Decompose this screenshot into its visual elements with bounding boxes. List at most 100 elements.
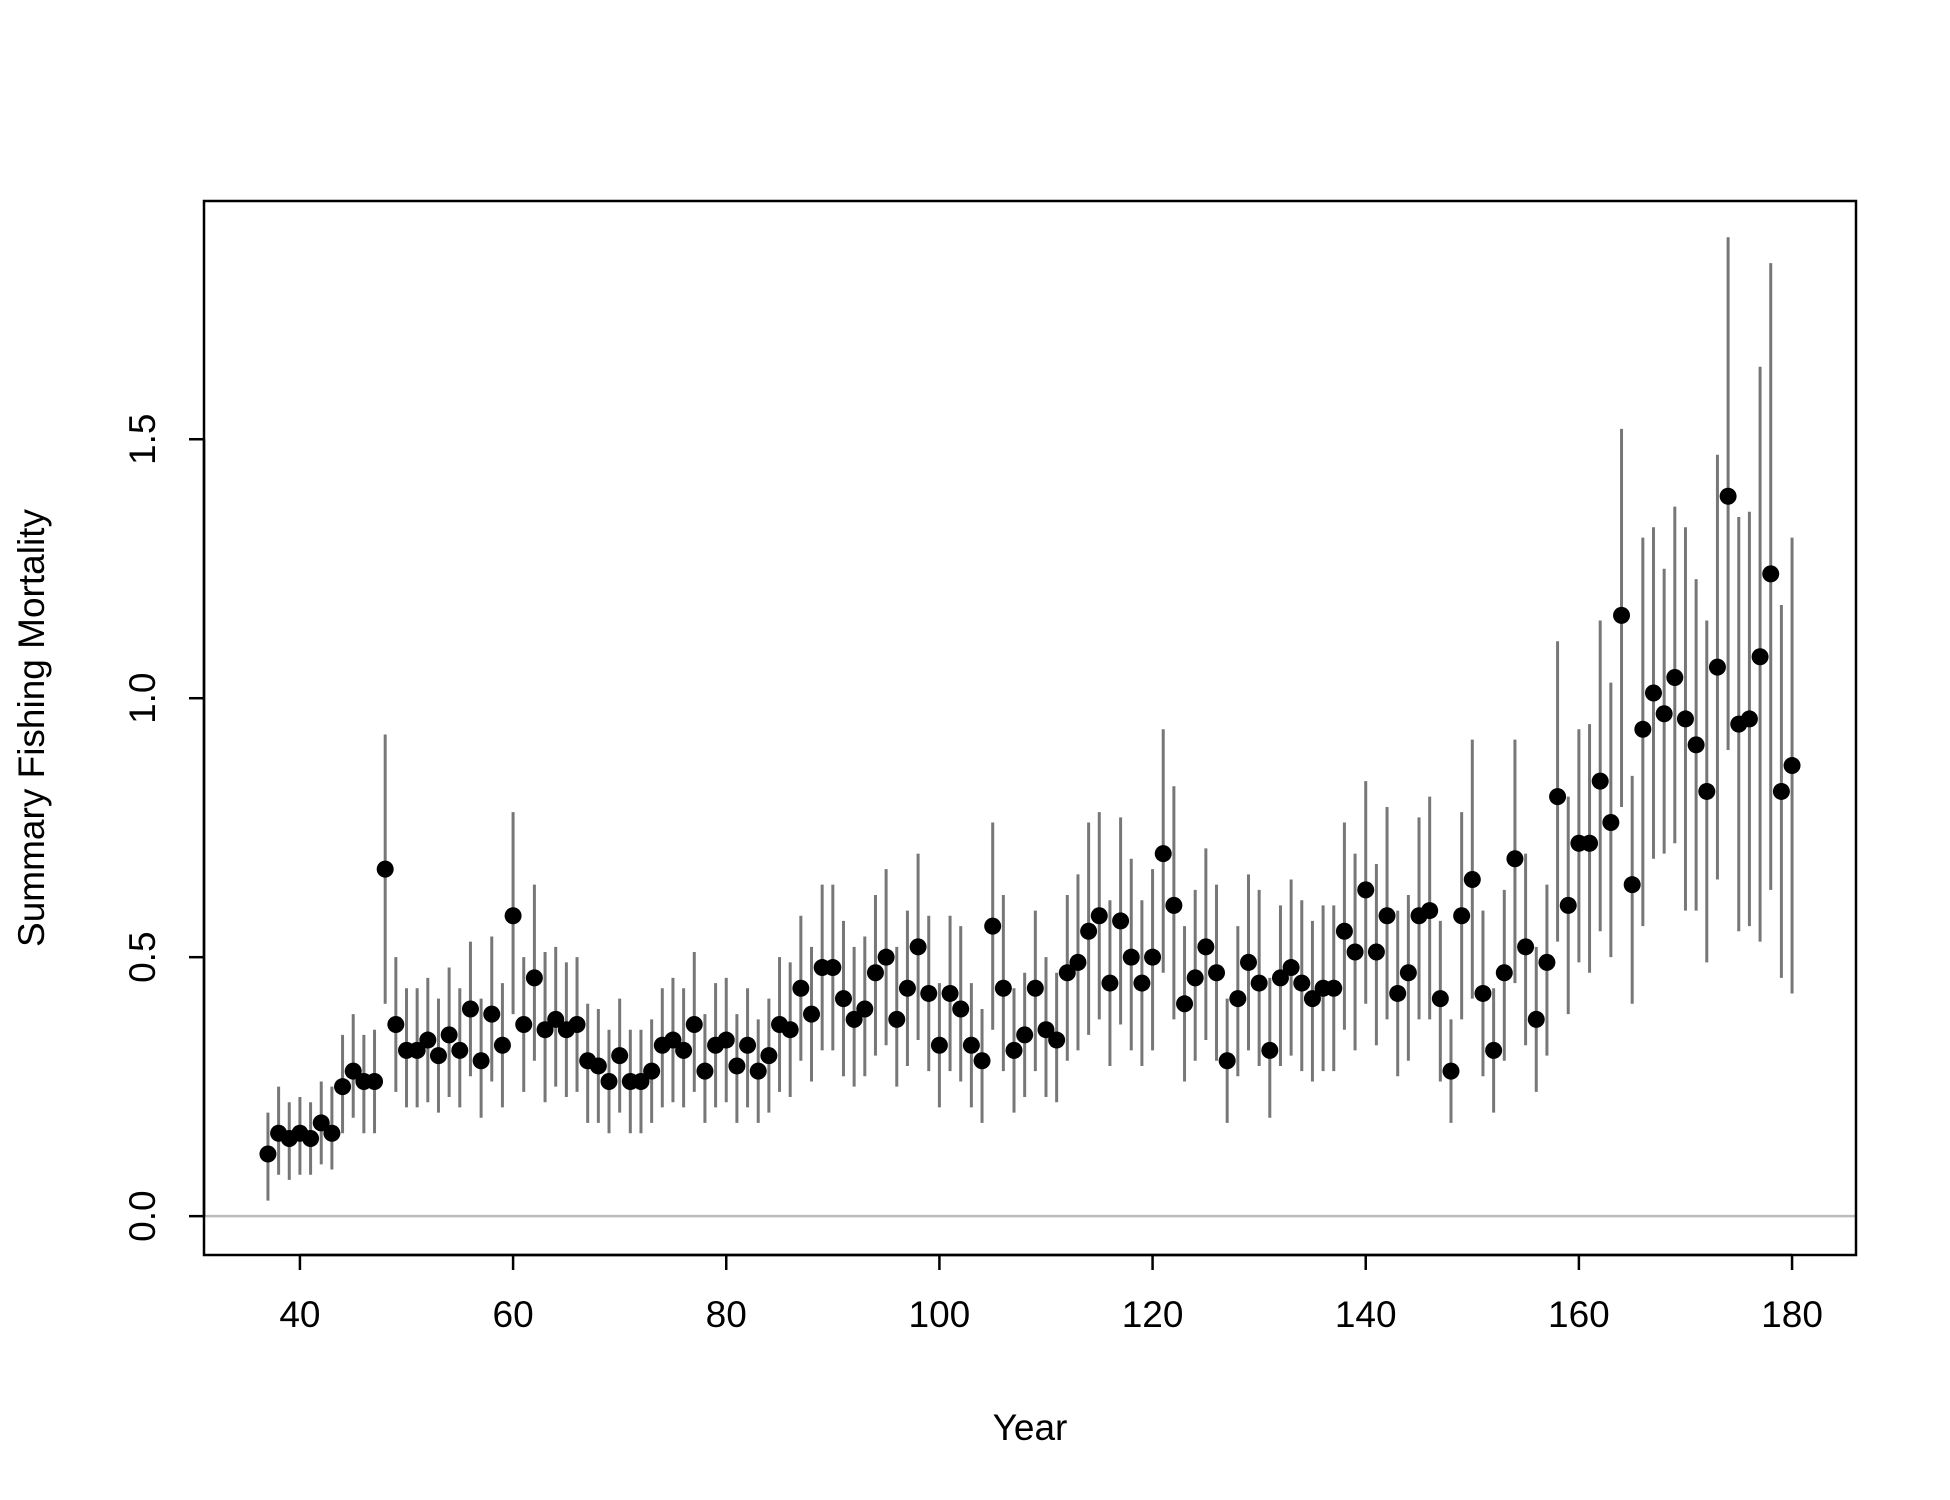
data-point (472, 1052, 490, 1070)
data-point (717, 1031, 735, 1049)
data-point (760, 1047, 778, 1065)
data-point (344, 1062, 362, 1080)
data-point (1122, 948, 1140, 966)
data-point (429, 1047, 447, 1065)
data-point (1613, 606, 1631, 624)
data-point (1133, 974, 1151, 992)
y-tick-label: 0.0 (122, 1190, 163, 1241)
data-point (1474, 984, 1492, 1002)
data-point (461, 1000, 479, 1018)
data-point (1016, 1026, 1034, 1044)
y-tick-label: 1.5 (122, 414, 163, 465)
data-point (504, 907, 522, 925)
data-point (1080, 922, 1098, 940)
data-point (589, 1057, 607, 1075)
data-point (1176, 995, 1194, 1013)
data-point (1378, 907, 1396, 925)
data-point (1037, 1021, 1055, 1039)
data-point (898, 979, 916, 997)
data-point (536, 1021, 554, 1039)
data-point (1090, 907, 1108, 925)
data-point (1303, 990, 1321, 1008)
data-point (973, 1052, 991, 1070)
data-point (387, 1016, 405, 1034)
x-tick-label: 140 (1335, 1294, 1397, 1335)
data-point (803, 1005, 821, 1023)
data-point (984, 917, 1002, 935)
data-point (824, 959, 842, 977)
data-point (1144, 948, 1162, 966)
y-tick-label: 0.5 (122, 931, 163, 982)
data-point (1634, 720, 1652, 738)
data-point (334, 1078, 352, 1096)
data-point (515, 1016, 533, 1034)
x-tick-label: 160 (1548, 1294, 1610, 1335)
data-point (1186, 969, 1204, 987)
data-point (1772, 782, 1790, 800)
data-point (1154, 845, 1172, 863)
x-tick-label: 180 (1761, 1294, 1823, 1335)
data-point (1218, 1052, 1236, 1070)
data-point (547, 1010, 565, 1028)
data-point (1495, 964, 1513, 982)
data-point (1676, 710, 1694, 728)
data-point (259, 1145, 277, 1163)
data-point (781, 1021, 799, 1039)
data-point (1325, 979, 1343, 997)
data-point (1271, 969, 1289, 987)
data-point (1005, 1041, 1023, 1059)
data-point (1026, 979, 1044, 997)
data-point (611, 1047, 629, 1065)
data-points (259, 487, 1801, 1163)
data-point (696, 1062, 714, 1080)
data-point (1367, 943, 1385, 961)
data-point (888, 1010, 906, 1028)
data-point (1250, 974, 1268, 992)
data-point (1517, 938, 1535, 956)
data-point (856, 1000, 874, 1018)
data-point (419, 1031, 437, 1049)
data-point (1335, 922, 1353, 940)
data-point (1389, 984, 1407, 1002)
data-point (483, 1005, 501, 1023)
data-point (1421, 902, 1439, 920)
y-axis: 0.0 0.5 1.0 1.5 (122, 414, 206, 1242)
y-axis-label: Summary Fishing Mortality (11, 509, 52, 947)
data-point (675, 1041, 693, 1059)
data-point (1708, 658, 1726, 676)
x-axis-label: Year (993, 1407, 1068, 1448)
data-point (1485, 1041, 1503, 1059)
data-point (1399, 964, 1417, 982)
data-point (834, 990, 852, 1008)
data-point (877, 948, 895, 966)
data-point (1666, 669, 1684, 687)
y-tick-label: 1.0 (122, 672, 163, 723)
data-point (302, 1129, 320, 1147)
data-point (1208, 964, 1226, 982)
data-point (1751, 648, 1769, 666)
data-point (1559, 896, 1577, 914)
data-point (1591, 772, 1609, 790)
data-point (1357, 881, 1375, 899)
data-point (1112, 912, 1130, 930)
data-point (866, 964, 884, 982)
data-point (664, 1031, 682, 1049)
data-point (643, 1062, 661, 1080)
data-point (323, 1124, 341, 1142)
data-point (1506, 850, 1524, 868)
data-point (739, 1036, 757, 1054)
x-tick-label: 40 (279, 1294, 320, 1335)
data-point (1719, 487, 1737, 505)
data-point (1687, 736, 1705, 754)
data-point (1442, 1062, 1460, 1080)
data-point (792, 979, 810, 997)
data-point (1463, 870, 1481, 888)
data-point (1527, 1010, 1545, 1028)
data-point (1549, 788, 1567, 806)
data-point (376, 860, 394, 878)
data-point (941, 984, 959, 1002)
data-point (962, 1036, 980, 1054)
data-point (1346, 943, 1364, 961)
data-point (1239, 953, 1257, 971)
